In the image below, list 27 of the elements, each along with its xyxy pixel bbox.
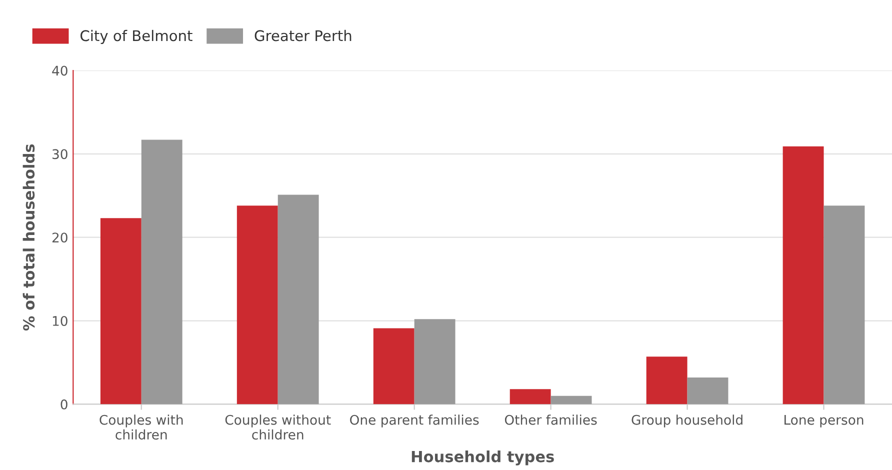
y-tick-label: 10 (52, 316, 68, 326)
bar (687, 378, 728, 404)
x-tick-label: One parent families (350, 414, 479, 428)
y-tick-label: 20 (52, 232, 68, 243)
bar (782, 146, 824, 404)
x-tick-label: Couples without children (225, 414, 331, 440)
x-tick-label: Other families (504, 414, 597, 425)
x-axis-title: Household types (412, 450, 554, 466)
x-tick-label: Group household (632, 414, 742, 428)
y-tick-label: 30 (52, 149, 68, 160)
y-tick-label: 0 (60, 399, 68, 410)
y-tick-label: 40 (52, 66, 68, 76)
y-axis-title: % of total households (22, 144, 35, 331)
x-tick-label: Couples with children (100, 414, 183, 440)
bar (510, 389, 551, 404)
bar (141, 140, 182, 404)
legend-label: City of Belmont (80, 30, 192, 44)
bar (278, 194, 319, 404)
bar (414, 319, 456, 404)
bar (646, 356, 688, 404)
bar (373, 328, 414, 404)
legend-label: Greater Perth (254, 30, 352, 42)
bar (550, 396, 592, 404)
x-tick-label: Lone person (784, 415, 864, 428)
bar (100, 218, 142, 404)
bar (824, 206, 865, 404)
bar (236, 206, 278, 404)
